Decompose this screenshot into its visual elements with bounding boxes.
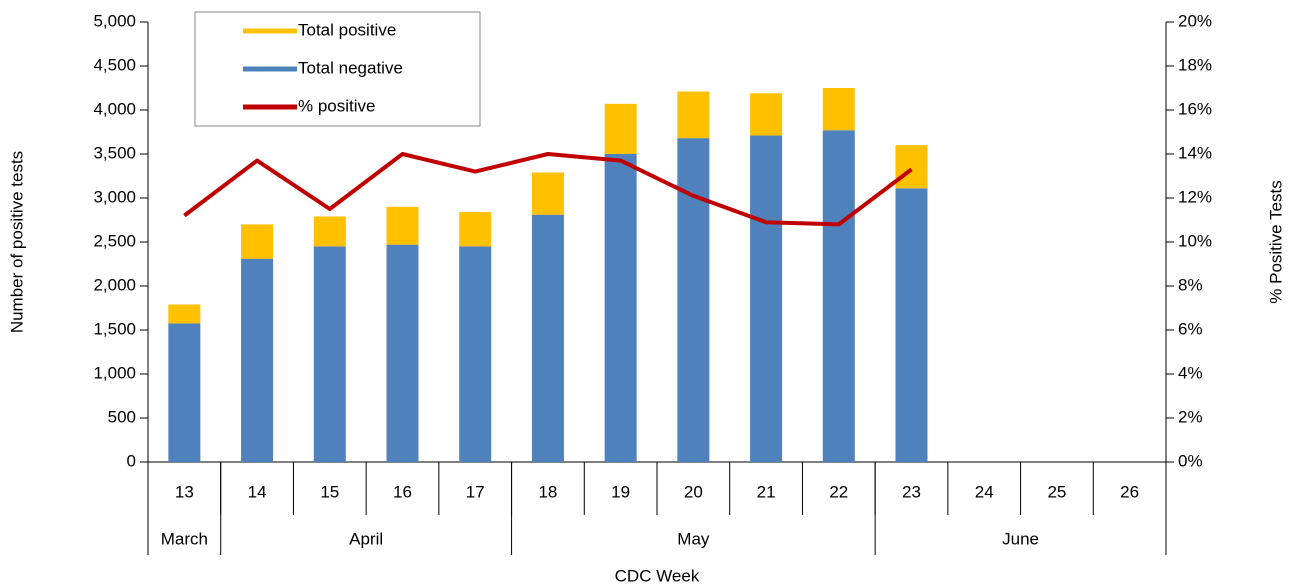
y-tick-label: 5,000 [93, 11, 136, 30]
bar [750, 93, 783, 136]
x-tick-label: 25 [1047, 482, 1066, 501]
x-tick-label: 15 [320, 482, 339, 501]
bar [822, 130, 855, 463]
y-tick-label: 1,500 [93, 319, 136, 338]
line [183, 152, 913, 227]
y2-tick-label: 16% [1178, 99, 1212, 118]
y-axis-title: Number of positive tests [7, 151, 26, 333]
x-tick-label: 13 [175, 482, 194, 501]
y-tick-label: 0 [127, 451, 136, 470]
x-tick-label: 22 [829, 482, 848, 501]
y2-tick-label: 10% [1178, 231, 1212, 250]
x-axis-title: CDC Week [615, 566, 700, 585]
x-group-label: April [349, 529, 383, 548]
bar [313, 216, 346, 247]
y-tick-label: 4,500 [93, 55, 136, 74]
bar [677, 138, 710, 462]
bar [895, 145, 928, 189]
y2-tick-label: 2% [1178, 407, 1203, 426]
y-tick-label: 2,000 [93, 275, 136, 294]
x-tick-label: 26 [1120, 482, 1139, 501]
bar [604, 103, 637, 154]
x-tick-label: 19 [611, 482, 630, 501]
bar [168, 304, 201, 324]
bar [241, 224, 274, 259]
y2-tick-label: 4% [1178, 363, 1203, 382]
y-tick-label: 3,000 [93, 187, 136, 206]
bar [531, 172, 564, 215]
y2-tick-label: 0% [1178, 451, 1203, 470]
x-group-label: June [1002, 529, 1039, 548]
x-tick-label: 24 [975, 482, 994, 501]
bar [241, 258, 274, 462]
x-group-label: May [677, 529, 710, 548]
x-tick-label: 21 [757, 482, 776, 501]
bar [895, 188, 928, 462]
y2-tick-label: 20% [1178, 11, 1212, 30]
x-tick-label: 17 [466, 482, 485, 501]
legend-label: Total negative [298, 58, 403, 77]
bar [677, 91, 710, 139]
x-tick-label: 14 [248, 482, 267, 501]
x-tick-label: 18 [538, 482, 557, 501]
x-tick-label: 23 [902, 482, 921, 501]
y2-tick-label: 12% [1178, 187, 1212, 206]
bar [168, 323, 201, 462]
y-tick-label: 4,000 [93, 99, 136, 118]
bar [386, 244, 419, 462]
bar [822, 88, 855, 131]
bar [750, 135, 783, 462]
x-tick-label: 16 [393, 482, 412, 501]
y-tick-label: 1,000 [93, 363, 136, 382]
y2-tick-label: 14% [1178, 143, 1212, 162]
y-tick-label: 2,500 [93, 231, 136, 250]
y2-tick-label: 6% [1178, 319, 1203, 338]
bar [604, 154, 637, 462]
bar [459, 212, 492, 247]
y-tick-label: 3,500 [93, 143, 136, 162]
bar [531, 214, 564, 462]
bar [313, 246, 346, 462]
legend-box [194, 11, 481, 127]
y-tick-label: 500 [108, 407, 136, 426]
legend-label: Total positive [298, 20, 396, 39]
legend-label: % positive [298, 96, 375, 115]
y2-tick-label: 8% [1178, 275, 1203, 294]
bar [459, 246, 492, 462]
y2-tick-label: 18% [1178, 55, 1212, 74]
x-tick-label: 20 [684, 482, 703, 501]
x-group-label: March [161, 529, 208, 548]
y2-axis-title: % Positive Tests [1266, 180, 1285, 303]
bar [386, 206, 419, 245]
